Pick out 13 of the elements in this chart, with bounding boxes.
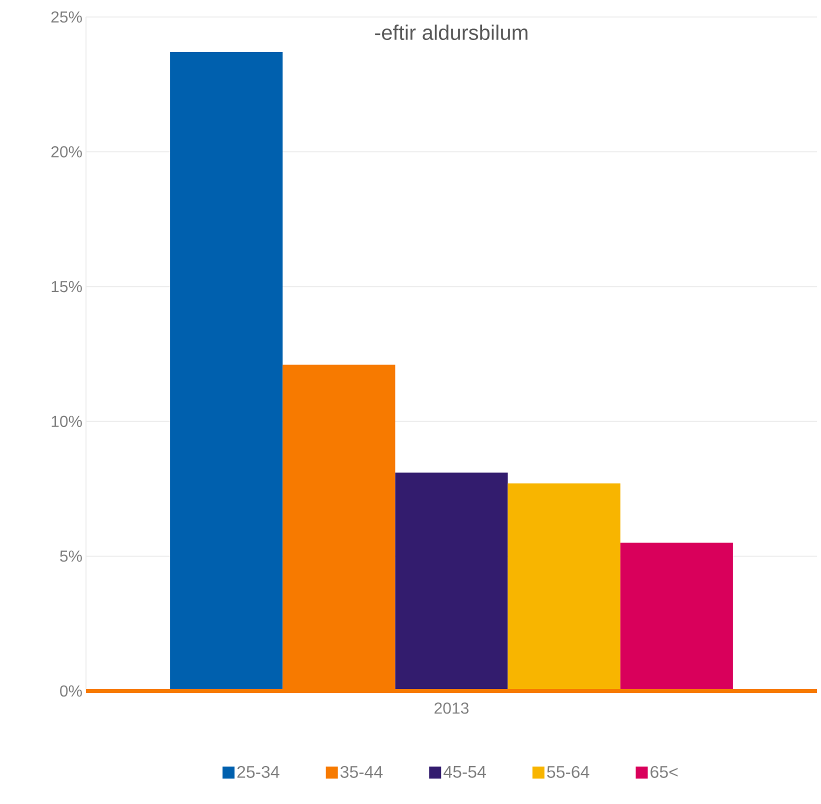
- y-tick-label: 0%: [60, 685, 82, 697]
- legend-label: 25-34: [237, 766, 280, 778]
- y-tick-label: 10%: [52, 416, 82, 428]
- legend-label: 45-54: [444, 766, 486, 778]
- y-tick-label: 25%: [51, 11, 82, 23]
- legend-label: 35-44: [340, 766, 383, 778]
- x-tick-label: 2013: [434, 702, 469, 714]
- y-tick-label: 5%: [60, 550, 82, 562]
- y-tick-label: 20%: [51, 146, 82, 158]
- y-tick-label: 15%: [52, 280, 82, 292]
- chart-title: -eftir aldursbilum: [375, 24, 528, 40]
- legend-label: 55-64: [547, 766, 590, 778]
- legend-label: 65<: [650, 766, 678, 778]
